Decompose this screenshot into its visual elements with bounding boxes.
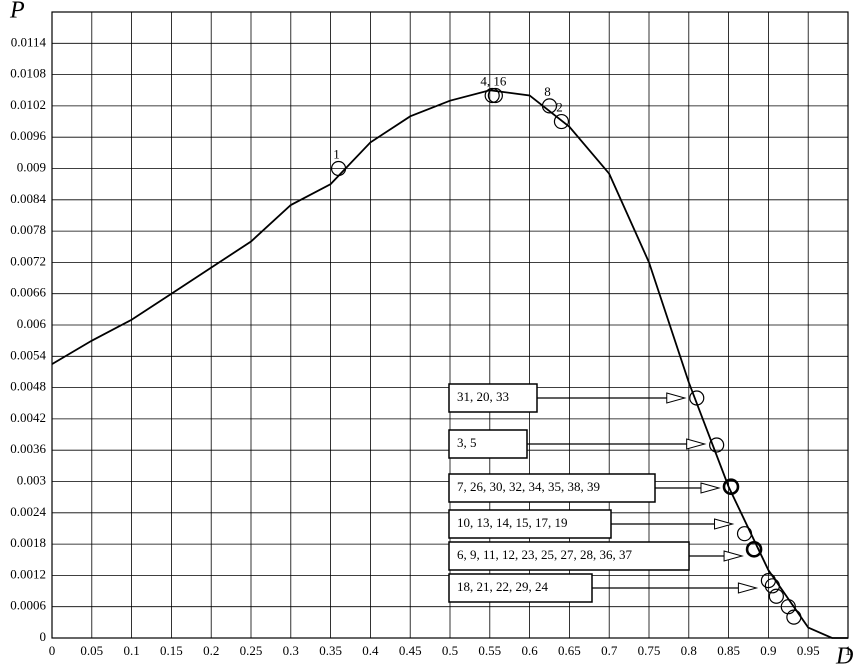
- x-tick-label: 1: [845, 643, 852, 658]
- x-tick-label: 0.45: [399, 643, 422, 658]
- y-tick-label: 0.006: [17, 316, 47, 331]
- plot-frame: [51, 11, 849, 639]
- y-tick-label: 0.0054: [10, 347, 46, 362]
- y-tick-label: 0.009: [17, 159, 46, 174]
- x-tick-label: 0.95: [797, 643, 820, 658]
- y-tick-label: 0.0072: [10, 253, 46, 268]
- y-tick-label: 0.0006: [10, 598, 46, 613]
- arrow-head: [666, 392, 687, 404]
- x-tick-label: 0.35: [319, 643, 342, 658]
- y-tick-label: 0: [40, 629, 47, 644]
- x-tick-label: 0.6: [521, 643, 538, 658]
- y-tick-label: 0.0042: [10, 410, 46, 425]
- arrow-head: [723, 550, 744, 562]
- annotation-text: 7, 26, 30, 32, 34, 35, 38, 39: [457, 479, 600, 494]
- y-tick-label: 0.0084: [10, 191, 46, 206]
- x-tick-label: 0.9: [760, 643, 776, 658]
- point-label: 4, 16: [480, 73, 507, 88]
- y-tick-label: 0.0078: [10, 222, 46, 237]
- annotation-text: 10, 13, 14, 15, 17, 19: [457, 515, 568, 530]
- data-point: [689, 390, 705, 406]
- x-tick-label: 0.65: [558, 643, 581, 658]
- data-point: [722, 478, 740, 496]
- y-tick-label: 0.0024: [10, 504, 46, 519]
- x-tick-label: 0: [49, 643, 56, 658]
- data-point: [764, 578, 780, 594]
- y-tick-label: 0.0012: [10, 566, 46, 581]
- y-tick-label: 0.0018: [10, 535, 46, 550]
- data-point: [541, 98, 558, 114]
- arrow-head: [737, 582, 759, 594]
- x-tick-label: 0.2: [203, 643, 219, 658]
- data-point: [330, 160, 347, 177]
- x-axis-label: D: [835, 644, 853, 670]
- arrow-head: [700, 482, 721, 494]
- point-label: 2: [556, 100, 563, 115]
- y-tick-label: 0.0096: [10, 128, 46, 143]
- point-label: 1: [333, 146, 340, 161]
- data-point: [760, 573, 777, 589]
- x-tick-label: 0.5: [442, 643, 458, 658]
- data-point: [709, 437, 725, 453]
- x-tick-label: 0.05: [80, 643, 103, 658]
- annotation-text: 31, 20, 33: [457, 389, 509, 404]
- data-point: [736, 526, 753, 542]
- y-tick-label: 0.0108: [10, 66, 46, 81]
- x-tick-label: 0.75: [638, 643, 661, 658]
- annotation-box: [448, 573, 593, 603]
- data-point: [745, 541, 763, 558]
- data-point: [484, 87, 500, 104]
- x-tick-label: 0.7: [601, 643, 618, 658]
- annotation-text: 6, 9, 11, 12, 23, 25, 27, 28, 36, 37: [457, 547, 633, 562]
- data-point: [553, 113, 570, 130]
- y-tick-label: 0.0066: [10, 285, 46, 300]
- x-tick-label: 0.8: [681, 643, 697, 658]
- y-tick-label: 0.003: [17, 472, 46, 487]
- annotation-box: [448, 473, 656, 503]
- x-tick-label: 0.1: [123, 643, 139, 658]
- x-tick-label: 0.25: [240, 643, 263, 658]
- data-point: [786, 609, 802, 625]
- annotation-box: [448, 541, 690, 571]
- y-tick-label: 0.0114: [11, 34, 47, 49]
- x-tick-label: 0.85: [717, 643, 740, 658]
- x-tick-label: 0.3: [283, 643, 299, 658]
- arrow-head: [714, 518, 735, 530]
- annotation-box: [448, 383, 538, 413]
- arrow-head: [686, 438, 707, 450]
- x-tick-label: 0.15: [160, 643, 183, 658]
- data-point: [487, 87, 503, 104]
- annotation-text: 18, 21, 22, 29, 24: [457, 579, 549, 594]
- y-tick-label: 0.0102: [10, 97, 46, 112]
- annotation-text: 3, 5: [457, 435, 477, 450]
- annotation-box: [448, 509, 612, 539]
- y-tick-label: 0.0036: [10, 441, 46, 456]
- y-axis-label: P: [9, 0, 25, 24]
- point-label: 8: [544, 84, 551, 99]
- x-tick-label: 0.4: [362, 643, 379, 658]
- x-tick-label: 0.55: [478, 643, 501, 658]
- y-tick-label: 0.0048: [10, 379, 46, 394]
- data-point: [768, 588, 784, 604]
